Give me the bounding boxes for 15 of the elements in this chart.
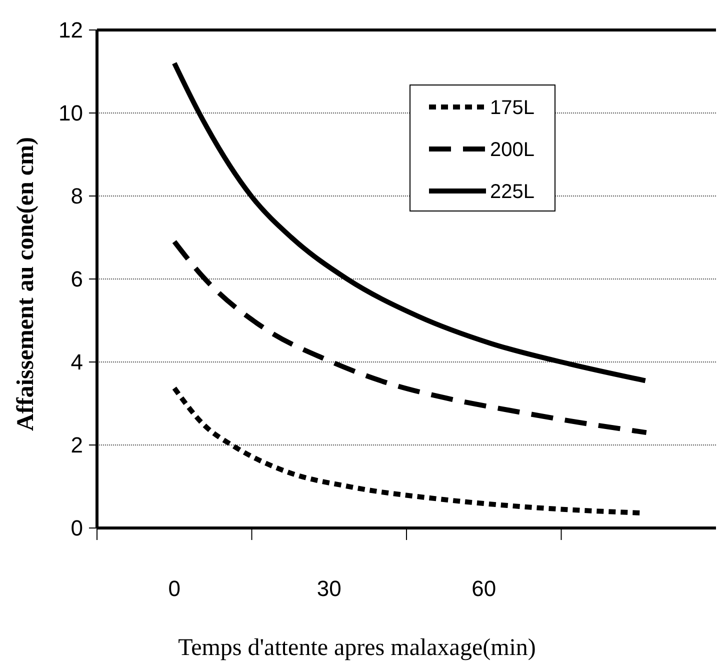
x-tick-label: 0: [168, 576, 180, 601]
y-tick-label: 4: [70, 350, 83, 375]
legend-label: 200L: [490, 139, 534, 161]
legend-label: 175L: [490, 97, 534, 119]
y-tick-label: 10: [58, 100, 83, 126]
x-tick-label: 60: [472, 576, 496, 601]
x-tick-label: 30: [316, 576, 342, 601]
y-tick-label: 12: [58, 18, 83, 43]
x-axis-title: Temps d'attente apres malaxage(min): [178, 635, 536, 661]
y-tick-label: 2: [70, 432, 83, 458]
legend-label: 225L: [490, 181, 534, 203]
y-tick-label: 0: [70, 516, 83, 541]
y-tick-label: 6: [70, 266, 83, 292]
y-tick-label: 8: [70, 184, 83, 209]
y-axis-title: Affaissement au cone(en cm): [13, 137, 39, 431]
